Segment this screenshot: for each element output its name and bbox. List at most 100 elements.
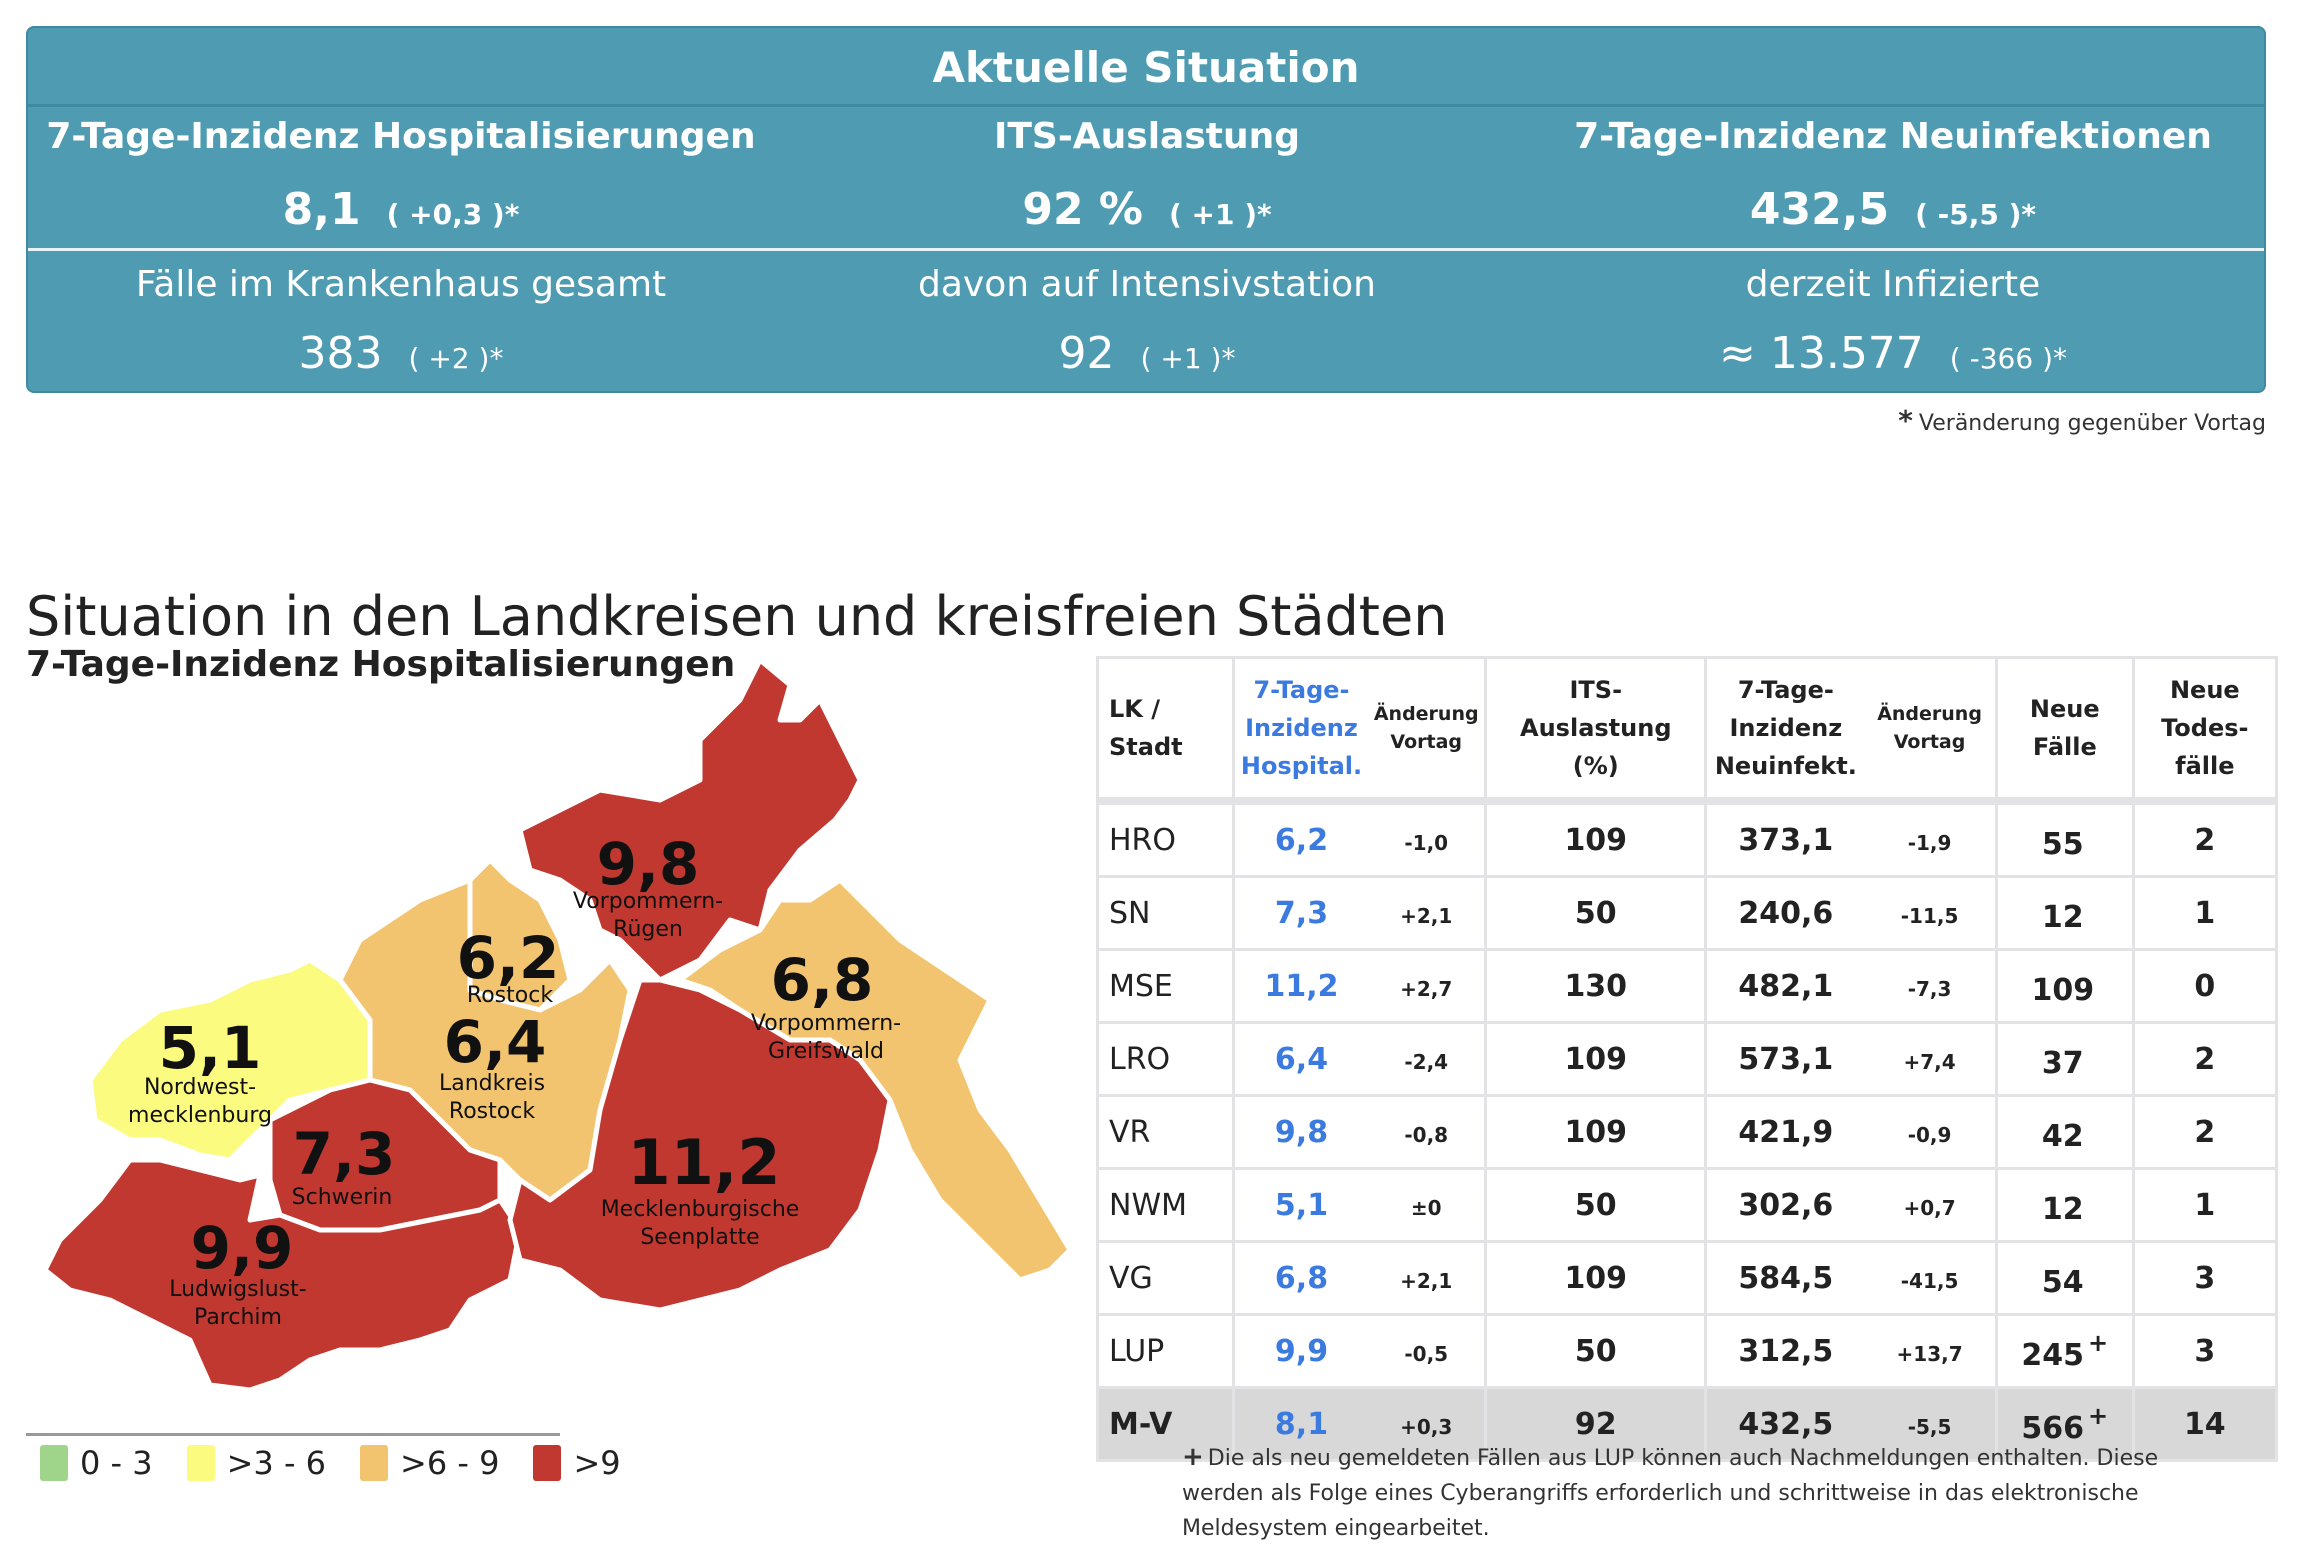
- its-value: 92 %: [1022, 184, 1143, 235]
- cell-infection-incidence: 482,1: [1704, 948, 1865, 1024]
- cell-hosp-change: -0,5: [1368, 1313, 1488, 1389]
- its-header: ITS-Auslastung: [993, 116, 1301, 157]
- cell-new-deaths: 0: [2131, 948, 2279, 1024]
- cell-hosp-incidence: 6,4: [1231, 1021, 1369, 1097]
- cell-new-cases: 245 +: [1994, 1313, 2135, 1389]
- legend-label: >9: [573, 1444, 621, 1482]
- section-heading: Situation in den Landkreisen und kreisfr…: [26, 584, 1448, 648]
- plus-marker: +: [2088, 1329, 2109, 1357]
- hospital-cases-change: ( +2 )*: [408, 342, 504, 375]
- map-name-lro-2: Rostock: [449, 1099, 535, 1124]
- legend-label: >3 - 6: [226, 1444, 327, 1482]
- map-value-hro: 6,2: [457, 924, 560, 992]
- infected-value: ≈ 13.577: [1718, 328, 1924, 379]
- map-name-mse-1: Mecklenburgische: [601, 1197, 800, 1222]
- summary-panel: Aktuelle Situation 7-Tage-Inzidenz Hospi…: [26, 26, 2266, 393]
- cell-new-deaths: 1: [2131, 1167, 2279, 1243]
- icu-cases-value: 92: [1058, 328, 1115, 379]
- summary-divider: [28, 248, 2264, 251]
- cell-infection-incidence: 240,6: [1704, 875, 1865, 951]
- cell-district: VG: [1096, 1240, 1235, 1316]
- col-header-new-deaths[interactable]: Neue Todes-fälle: [2131, 656, 2279, 803]
- cell-district: MSE: [1096, 948, 1235, 1024]
- map-name-nwm-2: mecklenburg: [128, 1103, 272, 1128]
- table-row: NWM 5,1 ±0 50 302,6 +0,7 12 1: [1096, 1167, 2279, 1243]
- cell-infection-change: -5,5: [1864, 1386, 1998, 1462]
- map-name-hro: Rostock: [467, 983, 553, 1008]
- map-name-lro-1: Landkreis: [439, 1071, 545, 1096]
- cell-new-cases: 12: [1994, 875, 2135, 951]
- map-value-sn: 7,3: [293, 1120, 396, 1188]
- col-header-hosp-change[interactable]: Änderung Vortag: [1368, 656, 1488, 803]
- hospital-cases-value: 383: [298, 328, 383, 379]
- infected-label: derzeit Infizierte: [1745, 264, 2041, 305]
- table-row: LUP 9,9 -0,5 50 312,5 +13,7 245 +3: [1096, 1313, 2279, 1389]
- cell-district: M-V: [1096, 1386, 1235, 1462]
- legend-item: >9: [533, 1444, 621, 1482]
- cell-new-cases: 42: [1994, 1094, 2135, 1170]
- cell-new-cases: 54: [1994, 1240, 2135, 1316]
- asterisk-symbol: *: [1898, 404, 1913, 437]
- table-header-row: LK / Stadt 7-Tage- Inzidenz Hospital. Änder…: [1096, 656, 2279, 803]
- col-header-lk[interactable]: LK / Stadt: [1096, 656, 1235, 803]
- map-region-nordwestmecklenburg[interactable]: [87, 957, 373, 1163]
- map-region-vorpommern-ruegen[interactable]: [517, 657, 863, 983]
- map-value-mse: 11,2: [628, 1126, 781, 1199]
- table-total-row: M-V 8,1 +0,3 92 432,5 -5,5 566 +14: [1096, 1386, 2279, 1462]
- map-region-ludwigslust-parchim[interactable]: [42, 1157, 523, 1393]
- map-name-lup-2: Parchim: [194, 1305, 282, 1330]
- icu-cases-block: 92 ( +1 )*: [774, 328, 1520, 379]
- col-header-hosp-incidence[interactable]: 7-Tage- Inzidenz Hospital.: [1231, 656, 1369, 803]
- its-value-block: 92 % ( +1 )*: [774, 184, 1520, 235]
- cell-hosp-change: -1,0: [1368, 799, 1488, 878]
- cell-infection-change: +0,7: [1864, 1167, 1998, 1243]
- cell-infection-change: -7,3: [1864, 948, 1998, 1024]
- col-header-infection-incidence[interactable]: 7-Tage- Inzidenz Neuinfekt.: [1704, 656, 1865, 803]
- legend-swatch-red: [533, 1445, 562, 1481]
- table-row: SN 7,3 +2,1 50 240,6 -11,5 12 1: [1096, 875, 2279, 951]
- cell-hosp-incidence: 6,2: [1231, 799, 1369, 878]
- map-value-lro: 6,4: [444, 1008, 547, 1076]
- cell-hosp-change: -0,8: [1368, 1094, 1488, 1170]
- cell-infection-incidence: 373,1: [1704, 799, 1865, 878]
- cell-hosp-incidence: 5,1: [1231, 1167, 1369, 1243]
- cell-its: 50: [1484, 875, 1708, 951]
- cell-district: SN: [1096, 875, 1235, 951]
- cell-hosp-change: +0,3: [1368, 1386, 1488, 1462]
- cell-new-deaths: 1: [2131, 875, 2279, 951]
- cell-hosp-change: -2,4: [1368, 1021, 1488, 1097]
- cell-district: LRO: [1096, 1021, 1235, 1097]
- map-region-mecklenburgische-seenplatte[interactable]: [507, 977, 893, 1313]
- cell-infection-incidence: 432,5: [1704, 1386, 1865, 1462]
- cell-district: HRO: [1096, 799, 1235, 878]
- cell-its: 109: [1484, 799, 1708, 878]
- map-value-lup: 9,9: [191, 1214, 294, 1282]
- legend-swatch-yellow: [186, 1445, 215, 1481]
- cell-its: 109: [1484, 1021, 1708, 1097]
- cell-new-cases: 55: [1994, 799, 2135, 878]
- col-header-new-cases[interactable]: Neue Fälle: [1994, 656, 2135, 803]
- cell-new-deaths: 2: [2131, 1094, 2279, 1170]
- its-change: ( +1 )*: [1168, 198, 1272, 231]
- cell-its: 130: [1484, 948, 1708, 1024]
- map-name-vr-1: Vorpommern-: [573, 889, 723, 914]
- cell-hosp-change: +2,1: [1368, 875, 1488, 951]
- col-header-infection-change[interactable]: Änderung Vortag: [1864, 656, 1998, 803]
- cell-hosp-change: +2,1: [1368, 1240, 1488, 1316]
- cell-hosp-incidence: 8,1: [1231, 1386, 1369, 1462]
- cell-new-cases: 109: [1994, 948, 2135, 1024]
- incidence-map: 9,8 Vorpommern- Rügen 6,2 Rostock 6,4 La…: [42, 657, 1073, 1393]
- cell-infection-change: -1,9: [1864, 799, 1998, 878]
- cell-infection-change: -41,5: [1864, 1240, 1998, 1316]
- cell-district: VR: [1096, 1094, 1235, 1170]
- hospital-cases-label: Fälle im Krankenhaus gesamt: [135, 264, 667, 305]
- map-name-nwm-1: Nordwest-: [144, 1075, 256, 1100]
- hosp-incidence-header: 7-Tage-Inzidenz Hospitalisierungen: [46, 116, 756, 157]
- map-name-vg-2: Greifswald: [768, 1039, 884, 1064]
- cell-infection-incidence: 584,5: [1704, 1240, 1865, 1316]
- cell-infection-incidence: 302,6: [1704, 1167, 1865, 1243]
- table-footnote: + Die als neu gemeldeten Fällen aus LUP k…: [1182, 1440, 2242, 1546]
- cell-hosp-change: +2,7: [1368, 948, 1488, 1024]
- col-header-its[interactable]: ITS- Auslastung (%): [1484, 656, 1708, 803]
- cell-infection-incidence: 573,1: [1704, 1021, 1865, 1097]
